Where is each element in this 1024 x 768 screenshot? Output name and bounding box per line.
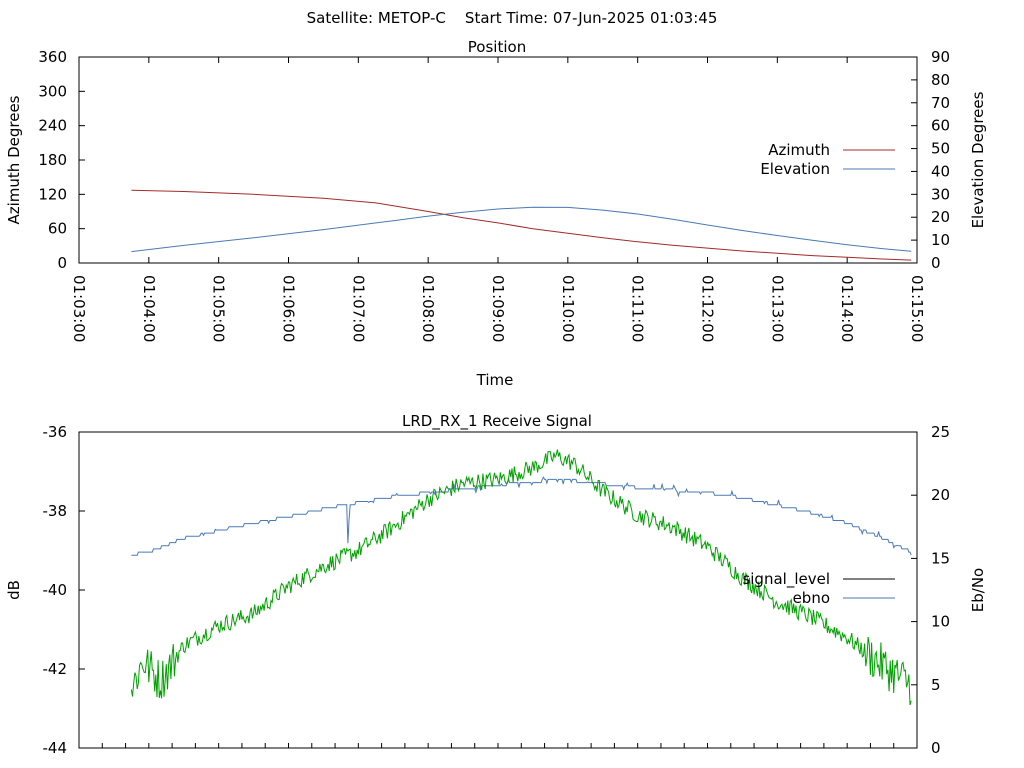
y2-tick-label: 60 <box>931 117 950 135</box>
figure-title: Satellite: METOP-C Start Time: 07-Jun-20… <box>307 9 718 27</box>
signal-series <box>130 449 912 706</box>
x-tick-label: 01:12:00 <box>699 275 717 342</box>
position-series <box>131 189 912 261</box>
y2-tick-label: 50 <box>931 140 950 158</box>
x-tick-label: 01:05:00 <box>210 275 228 342</box>
x-tick-label: 01:07:00 <box>349 275 367 342</box>
y2-tick-label: 0 <box>931 739 941 757</box>
legend-label-ebno: ebno <box>793 589 830 607</box>
y-tick-label: -38 <box>43 502 68 520</box>
y-tick-label: 300 <box>38 82 67 100</box>
y2-tick-label: 10 <box>931 613 950 631</box>
x-tick-label: 01:09:00 <box>489 275 507 342</box>
ebno-axis-label: Eb/No <box>969 568 987 612</box>
y2-tick-label: 15 <box>931 549 950 567</box>
y-tick-label: -42 <box>43 660 68 678</box>
series-line-unlabeled <box>130 449 912 706</box>
y2-tick-label: 5 <box>931 676 941 694</box>
x-tick-label: 01:10:00 <box>559 275 577 342</box>
legend-label-signal-level: signal_level <box>742 570 830 589</box>
position-axes-ticks: 0 60 120 180 240 300 360 0 10 20 30 40 50 60 70 80 90 01:… <box>38 48 950 342</box>
x-tick-label: 01:15:00 <box>908 275 926 342</box>
azimuth-axis-label: Azimuth Degrees <box>5 95 23 224</box>
signal-axes-ticks: -44 -42 -40 -38 -36 0 5 10 15 20 25 <box>43 423 951 757</box>
elevation-axis-label: Elevation Degrees <box>969 91 987 228</box>
y2-tick-label: 80 <box>931 71 950 89</box>
y-tick-label: 180 <box>38 151 67 169</box>
y2-tick-label: 90 <box>931 48 950 66</box>
y2-tick-label: 10 <box>931 231 950 249</box>
x-tick-label: 01:03:00 <box>70 275 88 342</box>
series-line-ebno <box>131 476 912 556</box>
x-tick-label: 01:13:00 <box>768 275 786 342</box>
legend-label-azimuth: Azimuth <box>768 141 830 159</box>
y-tick-label: 60 <box>48 220 67 238</box>
y2-tick-label: 70 <box>931 94 950 112</box>
series-line-azimuth <box>131 189 912 261</box>
y2-tick-label: 20 <box>931 208 950 226</box>
position-chart: Position Azimuth Degrees Elevation Degre… <box>5 38 987 389</box>
x-tick-label: 01:11:00 <box>629 275 647 342</box>
y-tick-label: -40 <box>43 581 68 599</box>
series-line-elevation <box>131 206 912 253</box>
y-tick-label: 360 <box>38 48 67 66</box>
y-tick-label: 120 <box>38 185 67 203</box>
y2-tick-label: 25 <box>931 423 950 441</box>
position-chart-title: Position <box>468 38 526 56</box>
receive-signal-chart-title: LRD_RX_1 Receive Signal <box>402 412 592 431</box>
time-axis-label: Time <box>476 371 514 389</box>
y2-tick-label: 40 <box>931 162 950 180</box>
y-tick-label: 240 <box>38 117 67 135</box>
y2-tick-label: 30 <box>931 185 950 203</box>
x-tick-label: 01:08:00 <box>419 275 437 342</box>
receive-signal-chart: LRD_RX_1 Receive Signal dB Eb/No -44-42-… <box>5 412 987 757</box>
x-tick-label: 01:04:00 <box>140 275 158 342</box>
x-tick-label: 01:14:00 <box>838 275 856 342</box>
y-tick-label: 0 <box>57 254 67 272</box>
db-axis-label: dB <box>5 580 23 600</box>
x-tick-label: 01:06:00 <box>280 275 298 342</box>
y-tick-label: -44 <box>43 739 68 757</box>
y2-tick-label: 20 <box>931 486 950 504</box>
legend-label-elevation: Elevation <box>760 160 830 178</box>
y2-tick-label: 0 <box>931 254 941 272</box>
y-tick-label: -36 <box>43 423 68 441</box>
